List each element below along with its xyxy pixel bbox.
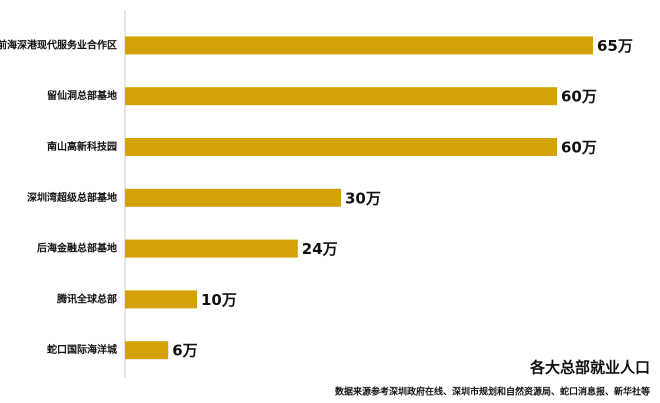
category-label: 蛇口国际海洋城: [47, 343, 117, 356]
category-label: 留仙洞总部基地: [47, 89, 117, 102]
value-label: 10万: [201, 291, 237, 309]
bar: [125, 36, 593, 55]
category-label: 后海金融总部基地: [37, 242, 117, 255]
bar: [125, 290, 197, 309]
source-note: 数据来源参考深圳政府在线、深圳市规划和自然资源局、蛇口消息报、新华社等: [335, 386, 650, 398]
bar: [125, 138, 557, 156]
category-label: 腾讯全球总部: [56, 292, 117, 305]
value-label: 60万: [561, 88, 597, 106]
value-label: 30万: [345, 189, 381, 207]
bar: [125, 188, 341, 207]
chart-title: 各大总部就业人口: [529, 359, 650, 377]
value-label: 65万: [597, 37, 633, 55]
category-label: 深圳湾超级总部基地: [27, 191, 117, 204]
value-label: 6万: [172, 342, 197, 360]
category-label: 前海深港现代服务业合作区: [0, 38, 117, 51]
value-label: 24万: [302, 240, 338, 258]
bar: [125, 341, 169, 360]
category-label: 南山高新科技园: [47, 140, 117, 153]
bar: [125, 239, 298, 258]
bar: [125, 87, 557, 106]
value-label: 60万: [561, 139, 597, 157]
